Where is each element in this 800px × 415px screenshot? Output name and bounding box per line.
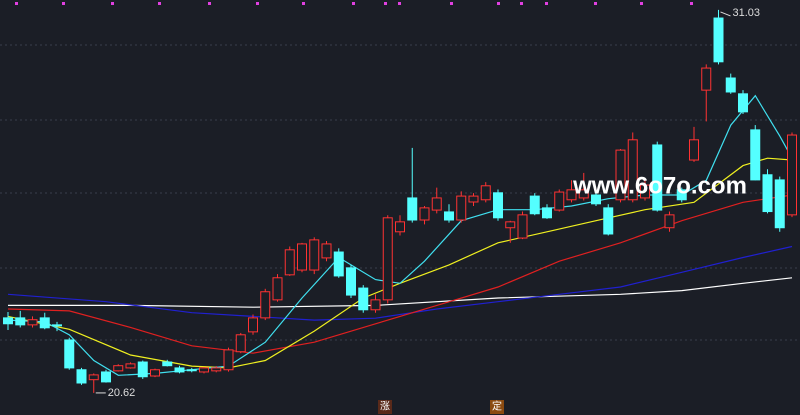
candle-body [395, 221, 405, 233]
candle-body [640, 184, 650, 199]
candle-body [750, 129, 761, 181]
candle-body [333, 251, 344, 277]
low-annotation: 20.62 [108, 387, 136, 399]
candle-body [456, 195, 467, 221]
marker-dot [640, 2, 643, 5]
moving-average-line [7, 94, 793, 376]
moving-average-line [7, 157, 793, 369]
candle-body [321, 243, 332, 259]
candle-body [235, 334, 246, 353]
candle-body [248, 317, 258, 333]
candle-body [787, 134, 797, 216]
candle-body [39, 317, 50, 329]
candle-body [738, 93, 748, 113]
candle-body [517, 214, 528, 239]
candle-body [113, 365, 124, 372]
candle-body [676, 189, 687, 201]
candle-body [407, 197, 418, 221]
marker-dot [398, 2, 401, 5]
marker-dot [497, 2, 500, 5]
marker-dot [15, 2, 18, 5]
annotation-arrow [720, 11, 731, 17]
candle-body [689, 139, 699, 161]
candle-body [88, 374, 99, 381]
candle-body [382, 217, 393, 301]
candle-body [603, 207, 614, 235]
marker-dot [450, 2, 453, 5]
candle-body [493, 192, 503, 219]
candle-body [468, 195, 479, 203]
candle-body [272, 277, 283, 301]
marker-dot [384, 2, 387, 5]
candle-body [76, 369, 87, 384]
candle-body [101, 371, 111, 383]
marker-box [378, 400, 392, 414]
candle-body [566, 189, 577, 201]
candle-body [615, 149, 626, 201]
candle-body [137, 361, 148, 378]
candle-body [505, 221, 516, 229]
candle-body [627, 139, 638, 201]
candle-body [529, 195, 540, 215]
candle-body [701, 67, 712, 91]
candle-body [431, 197, 442, 211]
candle-body [309, 239, 320, 271]
marker-dot [520, 2, 523, 5]
candle-body [725, 77, 736, 93]
candle-body [27, 319, 38, 326]
marker-dot [256, 2, 259, 5]
marker-label: 定 [492, 400, 502, 413]
candle-body [652, 144, 663, 211]
candle-body [211, 367, 222, 372]
candle-body [15, 317, 26, 326]
candle-body [64, 339, 75, 369]
marker-dot [158, 2, 161, 5]
watermark: www.6o7o.com [572, 172, 747, 199]
grid [0, 44, 800, 341]
marker-box [490, 400, 504, 414]
candle-body [444, 211, 454, 221]
candle-body [358, 287, 369, 311]
candle-body [370, 299, 381, 311]
candle-body [125, 363, 136, 369]
candle-body [480, 185, 491, 201]
candle-body [174, 367, 185, 373]
candle-body [199, 367, 209, 373]
candle-body [223, 349, 234, 371]
marker-dot [302, 2, 305, 5]
candle-body [162, 361, 173, 367]
moving-average-line [7, 245, 793, 321]
candle-body [346, 267, 356, 296]
candle-body [186, 369, 197, 372]
marker-dot [62, 2, 65, 5]
marker-dot [545, 2, 548, 5]
candle-body [284, 249, 295, 276]
candle-body [419, 207, 430, 221]
marker-dot [111, 2, 114, 5]
candle-body [554, 191, 565, 211]
marker-dot [594, 2, 597, 5]
candle-body [542, 207, 552, 219]
candle-body [150, 369, 160, 377]
candle-body [52, 324, 62, 327]
candle-body [578, 189, 589, 199]
candle-body [591, 194, 601, 205]
top-markers [15, 2, 693, 5]
marker-dot [208, 2, 211, 5]
marker-dot [690, 2, 693, 5]
marker-dot [352, 2, 355, 5]
candle-body [3, 317, 13, 325]
candle-body [297, 243, 307, 271]
candle-body [664, 214, 675, 229]
candle-body [762, 174, 773, 213]
candle-body [774, 179, 785, 229]
plot: 31.03 20.62 [3, 7, 797, 399]
candle-body [260, 291, 271, 319]
marker-label: 涨 [380, 401, 390, 413]
high-annotation: 31.03 [733, 7, 761, 19]
moving-average-line [8, 277, 793, 308]
candle-body [713, 17, 724, 63]
